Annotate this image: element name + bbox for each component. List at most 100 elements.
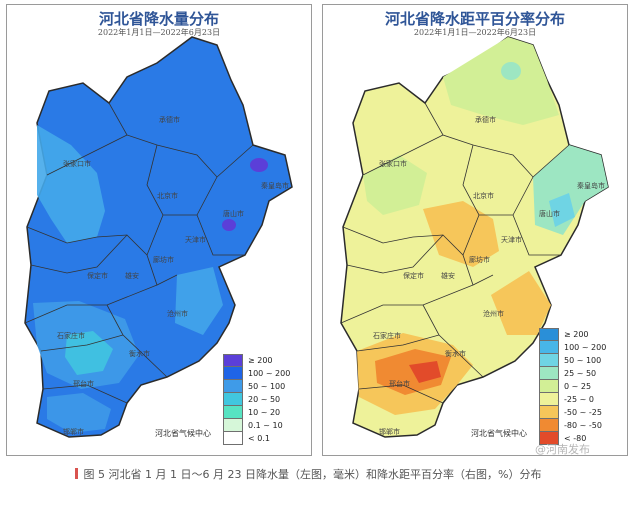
figure-caption: 图 5 河北省 1 月 1 日～6 月 23 日降水量（左图，毫米）和降水距平百… [48,466,568,484]
legend-label: 20 ~ 50 [248,395,281,404]
legend-row: 20 ~ 50 [223,393,303,406]
legend-swatch [539,354,559,367]
city-label: 邢台市 [73,380,94,388]
city-label: 沧州市 [483,310,504,318]
legend-row: 100 ~ 200 [539,341,619,354]
legend-swatch [223,432,243,445]
anomaly-map-panel: 河北省降水距平百分率分布 2022年1月1日—2022年6月23日 承德市 张家… [322,4,628,456]
legend-label: < 0.1 [248,434,270,443]
legend-swatch [539,432,559,445]
zone-mid-light [175,267,223,335]
city-label: 保定市 [87,272,108,280]
legend-label: 100 ~ 200 [248,369,291,378]
zone-red [409,361,441,383]
zone-green-west [363,155,427,215]
city-label: 雄安 [441,272,455,280]
city-label: 衡水市 [445,350,466,358]
map-credit: 河北省气候中心 [471,429,527,438]
legend-row: -80 ~ -50 [539,419,619,432]
legend-label: < -80 [564,434,587,443]
map-date-range: 2022年1月1日—2022年6月23日 [413,28,537,37]
caption-marker [74,468,78,479]
city-label: 承德市 [159,116,180,124]
map-legend: ≥ 200 100 ~ 200 50 ~ 100 25 ~ 50 0 ~ 25 … [539,328,619,445]
legend-row: -50 ~ -25 [539,406,619,419]
city-label: 廊坊市 [153,256,174,264]
city-label: 唐山市 [223,210,244,218]
city-label: 唐山市 [539,210,560,218]
city-label: 秦皇岛市 [261,182,289,190]
legend-swatch [223,406,243,419]
zone-light-blue [37,125,105,243]
map-title: 河北省降水距平百分率分布 [384,10,565,28]
legend-swatch [223,380,243,393]
zone-orange-east [491,271,551,335]
city-label: 北京市 [473,192,494,200]
legend-row: 100 ~ 200 [223,367,303,380]
city-boundaries [24,102,254,404]
legend-swatch [539,393,559,406]
legend-swatch [539,367,559,380]
legend-row: ≥ 200 [539,328,619,341]
legend-label: -50 ~ -25 [564,408,602,417]
legend-label: 50 ~ 100 [564,356,602,365]
city-label: 石家庄市 [373,332,401,340]
city-label: 天津市 [501,236,522,244]
zone-south-light [47,393,111,433]
legend-label: -25 ~ 0 [564,395,594,404]
legend-swatch [539,406,559,419]
legend-label: 25 ~ 50 [564,369,597,378]
zone-teal-east [549,193,575,227]
legend-label: 50 ~ 100 [248,382,286,391]
legend-row: 0 ~ 25 [539,380,619,393]
legend-row: -25 ~ 0 [539,393,619,406]
legend-swatch [539,341,559,354]
city-label: 张家口市 [379,160,407,168]
legend-swatch [223,354,243,367]
legend-label: 10 ~ 20 [248,408,281,417]
legend-row: < 0.1 [223,432,303,445]
legend-row: 50 ~ 100 [223,380,303,393]
legend-row: 10 ~ 20 [223,406,303,419]
legend-label: 100 ~ 200 [564,343,607,352]
map-legend: ≥ 200 100 ~ 200 50 ~ 100 20 ~ 50 10 ~ 20… [223,354,303,445]
city-label: 衡水市 [129,350,150,358]
zone-orange-central [423,201,499,267]
map-date-range: 2022年1月1日—2022年6月23日 [97,28,221,37]
zone-green-north [443,37,559,125]
city-label: 北京市 [157,192,178,200]
anomaly-map-shape [340,36,609,438]
city-label: 天津市 [185,236,206,244]
city-label: 邯郸市 [63,428,84,436]
legend-swatch [223,393,243,406]
legend-label: 0.1 ~ 10 [248,421,283,430]
city-boundaries [340,102,570,404]
caption-text: 图 5 河北省 1 月 1 日～6 月 23 日降水量（左图，毫米）和降水距平百… [83,468,542,481]
watermark: @河南发布 [535,443,590,456]
city-label: 承德市 [475,116,496,124]
city-label: 秦皇岛市 [577,182,605,190]
zone-max-qinhuangdao [250,158,268,172]
legend-label: 0 ~ 25 [564,382,592,391]
map-title: 河北省降水量分布 [98,10,219,28]
legend-label: ≥ 200 [248,356,273,365]
legend-row: < -80 [539,432,619,445]
legend-swatch [539,380,559,393]
legend-label: ≥ 200 [564,330,589,339]
city-label: 沧州市 [167,310,188,318]
zone-max-tangshan [222,219,236,231]
legend-row: 0.1 ~ 10 [223,419,303,432]
city-label: 邢台市 [389,380,410,388]
city-label: 石家庄市 [57,332,85,340]
legend-row: 25 ~ 50 [539,367,619,380]
precipitation-map-shape [24,36,293,438]
legend-swatch [539,419,559,432]
precipitation-map-panel: 河北省降水量分布 2022年1月1日—2022年6月23日 承德市 张家口市 秦… [6,4,312,456]
zone-cyan-north [501,62,521,80]
city-label: 邯郸市 [379,428,400,436]
legend-swatch [223,367,243,380]
legend-swatch [223,419,243,432]
legend-row: 50 ~ 100 [539,354,619,367]
legend-swatch [539,328,559,341]
zone-cyan [65,331,113,375]
